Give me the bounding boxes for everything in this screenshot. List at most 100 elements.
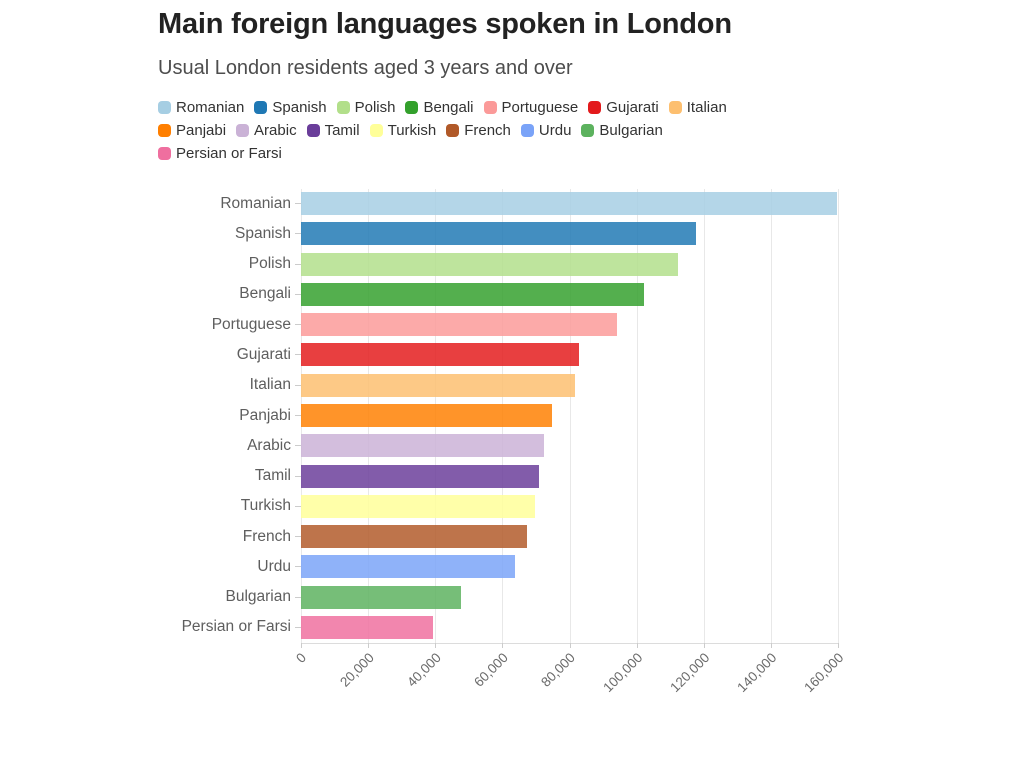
- bar[interactable]: [301, 585, 462, 609]
- legend-item: Urdu: [520, 122, 571, 139]
- legend-color-swatch-icon: [446, 123, 460, 137]
- bar[interactable]: [301, 222, 697, 246]
- gridline: [770, 188, 772, 648]
- category-label: French: [242, 527, 291, 545]
- bar-track: [301, 615, 838, 639]
- category-tick-icon: [295, 626, 301, 628]
- category-tick-icon: [295, 415, 301, 417]
- gridline: [636, 188, 638, 648]
- x-axis-tick-label: 100,000: [600, 649, 646, 695]
- bar-row: Bengali: [158, 279, 858, 309]
- legend-color-swatch-icon: [306, 123, 320, 137]
- legend-item: Polish: [336, 98, 396, 116]
- category-label: Spanish: [234, 224, 291, 242]
- bar-row: Spanish: [158, 219, 858, 249]
- legend-color-swatch-icon: [158, 123, 171, 137]
- bar-track: [301, 555, 838, 579]
- gridline: [569, 188, 571, 648]
- legend-item-label: Italian: [686, 98, 727, 116]
- bar[interactable]: [301, 525, 527, 549]
- bar-track: [301, 464, 838, 488]
- bar-track: [301, 404, 838, 428]
- category-tick-icon: [295, 384, 301, 386]
- category-tick-icon: [295, 596, 301, 598]
- bar-row: Urdu: [158, 552, 858, 582]
- bar-row: French: [158, 521, 858, 551]
- bar-track: [301, 282, 838, 306]
- category-label: Turkish: [240, 497, 291, 515]
- bar-chart: Romanian Spanish Polish: [158, 188, 858, 721]
- bar[interactable]: [301, 434, 544, 458]
- x-axis-tick-label: 40,000: [404, 649, 444, 690]
- legend-item: French: [446, 122, 511, 139]
- chart-page: Main foreign languages spoken in London …: [158, 8, 858, 721]
- legend-item-label: Polish: [354, 98, 396, 116]
- bar[interactable]: [301, 555, 515, 579]
- legend-color-swatch-icon: [588, 100, 602, 114]
- legend-item-label: Persian or Farsi: [176, 144, 282, 162]
- bar[interactable]: [301, 464, 539, 488]
- legend-color-swatch-icon: [483, 100, 497, 114]
- bar[interactable]: [301, 282, 644, 306]
- bar-track: [301, 585, 838, 609]
- legend-item-label: Tamil: [324, 121, 360, 139]
- x-axis-tick-label: 20,000: [336, 649, 377, 690]
- legend-item: Tamil: [306, 121, 360, 139]
- bar[interactable]: [301, 404, 552, 428]
- bar-track: [301, 252, 838, 276]
- category-label: Italian: [249, 376, 291, 394]
- category-label: Romanian: [220, 194, 291, 212]
- gridline: [703, 188, 705, 648]
- bar[interactable]: [301, 313, 618, 337]
- bar-row: Panjabi: [158, 400, 858, 430]
- legend-color-swatch-icon: [336, 100, 350, 114]
- legend-item: Gujarati: [588, 99, 659, 116]
- bar-rows: Romanian Spanish Polish: [158, 189, 858, 643]
- chart-title: Main foreign languages spoken in London: [158, 8, 732, 40]
- category-label: Tamil: [254, 467, 291, 485]
- bar-row: Turkish: [158, 491, 858, 521]
- legend-color-swatch-icon: [254, 100, 268, 114]
- category-tick-icon: [295, 566, 301, 568]
- category-label: Gujarati: [236, 345, 291, 363]
- legend-item-label: Arabic: [254, 121, 297, 139]
- bar-row: Polish: [158, 249, 858, 279]
- legend-color-swatch-icon: [236, 123, 250, 137]
- legend: Romanian Spanish Polish Bengali Portugue…: [158, 99, 780, 162]
- category-tick-icon: [295, 293, 301, 295]
- category-tick-icon: [295, 475, 301, 477]
- category-tick-icon: [295, 263, 301, 265]
- x-axis: 0 20,000 40,000 60,000 80,000: [294, 643, 847, 721]
- x-axis-tick-label: 80,000: [538, 649, 579, 690]
- category-label: Arabic: [247, 436, 291, 454]
- bar[interactable]: [301, 252, 678, 276]
- bar[interactable]: [301, 373, 576, 397]
- legend-item-label: French: [464, 121, 511, 139]
- bar-track: [301, 313, 838, 337]
- bar[interactable]: [301, 343, 580, 367]
- legend-color-swatch-icon: [581, 123, 595, 137]
- bar-track: [301, 192, 838, 216]
- legend-item-label: Romanian: [176, 98, 245, 116]
- bar-row: Arabic: [158, 431, 858, 461]
- gridline: [838, 188, 839, 648]
- category-label: Urdu: [257, 557, 291, 575]
- bar[interactable]: [301, 615, 433, 639]
- bar[interactable]: [301, 192, 838, 216]
- category-tick-icon: [295, 445, 301, 447]
- category-label: Bengali: [239, 285, 291, 303]
- legend-item-label: Gujarati: [606, 98, 659, 116]
- bar-row: Portuguese: [158, 310, 858, 340]
- bar-track: [301, 494, 838, 518]
- legend-item-label: Turkish: [387, 121, 437, 139]
- bar-track: [301, 525, 838, 549]
- bar-row: Tamil: [158, 461, 858, 491]
- bar[interactable]: [301, 494, 535, 518]
- category-tick-icon: [295, 233, 301, 235]
- category-label: Portuguese: [211, 315, 291, 333]
- legend-color-swatch-icon: [369, 123, 383, 137]
- x-axis-tick-label: 120,000: [667, 649, 713, 695]
- bar-row: Bulgarian: [158, 582, 858, 612]
- bar-row: Persian or Farsi: [158, 612, 858, 642]
- legend-item-label: Bengali: [423, 98, 474, 116]
